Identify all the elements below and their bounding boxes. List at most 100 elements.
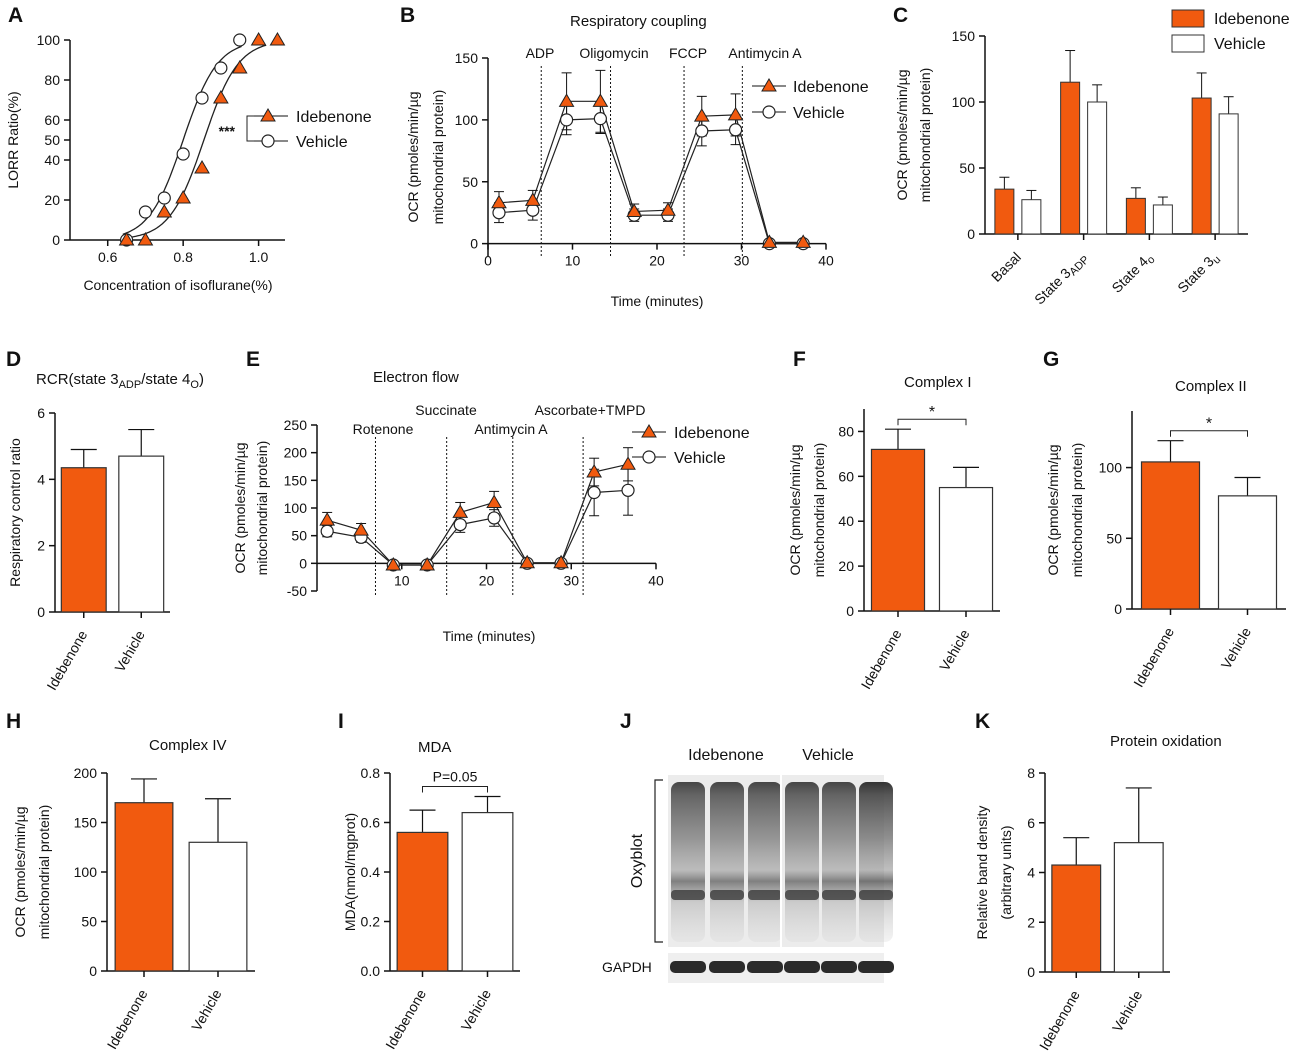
y-tick-label: 0 <box>967 226 975 242</box>
oxyblot-band <box>785 890 819 900</box>
y-tick-label: 100 <box>455 112 479 128</box>
y-axis-label: LORR Ratio(%) <box>5 91 21 188</box>
vehicle-marker <box>526 203 540 217</box>
idebenone-marker <box>156 204 173 218</box>
x-tick-label: Vehicle <box>458 986 495 1033</box>
vehicle-marker <box>487 511 501 525</box>
idebenone-marker <box>385 557 402 571</box>
legend-label: Vehicle <box>1214 36 1266 53</box>
vehicle-bar <box>1152 204 1173 235</box>
legend: Idebenone Vehicle <box>248 108 372 151</box>
x-tick-label: 40 <box>818 253 834 269</box>
y-tick-label: 100 <box>952 94 976 110</box>
panel-K: K Protein oxidation 0 2 4 6 8 Relative band den… <box>974 710 1222 1053</box>
idebenone-marker <box>592 93 609 107</box>
panel-D: D 0 2 4 6 Respiratory control ratio Idebenone V… <box>6 348 204 693</box>
significance-bracket <box>1170 430 1248 437</box>
panel-G: G Complex II 0 50 100 OCR (pmoles/min/µg mitoc… <box>1043 348 1286 690</box>
event-label: Ascorbate+TMPD <box>535 402 646 418</box>
vehicle-bar <box>1087 101 1108 235</box>
panel-label: A <box>8 4 23 27</box>
y-tick-label: 50 <box>462 174 478 190</box>
y-tick-label: 0.2 <box>361 914 381 930</box>
y-tick-label: 0.6 <box>361 815 381 831</box>
vehicle-marker <box>621 483 635 497</box>
y-tick-label: 6 <box>1027 815 1035 831</box>
significance-label: P=0.05 <box>433 769 478 785</box>
oxyblot-band <box>859 890 893 900</box>
panel-C: C 0 50 100 150 OCR (pmoles/min/µg mitochondria… <box>893 4 1290 307</box>
gapdh-band <box>821 961 857 973</box>
panel-title: Protein oxidation <box>1110 733 1222 750</box>
legend-swatch <box>1171 9 1205 28</box>
panel-J: J Idebenone Vehicle Oxyblot GAPDH <box>602 710 894 983</box>
oxyblot-lane <box>785 782 819 942</box>
y-tick-label: 100 <box>37 32 61 48</box>
event-label: FCCP <box>669 45 707 61</box>
vehicle-marker <box>453 517 467 532</box>
y-axis-label: mitochondrial protein) <box>917 68 933 203</box>
y-axis-label: mitochondrial protein) <box>36 805 52 940</box>
vehicle-series-line <box>327 489 629 566</box>
idebenone-marker <box>586 464 603 478</box>
idebenone-marker <box>626 203 643 217</box>
idebenone-marker <box>260 108 276 122</box>
idebenone-marker <box>194 160 210 174</box>
y-tick-label: 50 <box>959 160 975 176</box>
significance-label: * <box>1206 416 1212 433</box>
idebenone-marker <box>641 424 657 438</box>
x-tick-label: Idebenone <box>858 626 905 691</box>
legend-label: Idebenone <box>1214 11 1290 28</box>
y-tick-label: 2 <box>37 538 45 554</box>
x-tick-label: 30 <box>734 253 750 269</box>
idebenone-marker <box>269 32 286 46</box>
panel-label: E <box>246 348 260 371</box>
idebenone-marker <box>553 554 569 569</box>
y-tick-label: 60 <box>44 112 60 128</box>
y-axis-label: OCR (pmoles/min/µg <box>1045 445 1061 576</box>
gapdh-band <box>858 961 894 973</box>
idebenone-marker <box>137 232 154 246</box>
panel-title: Respiratory coupling <box>570 13 707 30</box>
idebenone-marker <box>558 93 575 107</box>
x-tick-label: 40 <box>648 572 664 588</box>
panel-title: Electron flow <box>373 369 459 386</box>
vehicle-bar <box>118 455 165 613</box>
y-tick-label: 0 <box>299 555 307 571</box>
y-tick-label: 150 <box>952 28 976 44</box>
idebenone-marker <box>727 106 744 121</box>
x-tick-label: Vehicle <box>111 627 148 674</box>
y-axis-label: OCR (pmoles/min/µg <box>894 70 910 201</box>
y-tick-label: 6 <box>37 405 45 421</box>
y-tick-label: 0 <box>846 603 854 619</box>
idebenone-bar <box>60 467 107 613</box>
legend-swatch <box>1171 34 1205 53</box>
y-tick-label: 2 <box>1027 914 1035 930</box>
significance-label: * <box>929 404 935 421</box>
vehicle-fit-curve <box>122 45 242 235</box>
idebenone-fit-curve <box>122 44 267 239</box>
vehicle-marker <box>728 123 743 137</box>
y-tick-label: 40 <box>838 513 854 529</box>
idebenone-marker <box>213 90 229 104</box>
oxyblot-lane <box>710 782 744 942</box>
idebenone-bar <box>114 802 174 972</box>
y-tick-label: 50 <box>81 914 97 930</box>
idebenone-bar <box>1125 197 1146 235</box>
idebenone-bar <box>1051 864 1102 973</box>
y-axis-label: (arbitrary units) <box>998 825 1014 919</box>
vehicle-marker <box>762 105 776 119</box>
panel-label: H <box>6 710 21 733</box>
y-axis-label: mitochondrial protein) <box>430 90 446 225</box>
y-tick-label: 0 <box>1114 601 1122 617</box>
gapdh-band <box>709 961 745 973</box>
panel-title: MDA <box>418 739 451 756</box>
legend: Idebenone Vehicle <box>632 424 750 467</box>
x-tick-label: 20 <box>479 572 495 588</box>
y-axis-label: mitochondrial protein) <box>254 441 270 576</box>
idebenone-marker <box>519 554 536 569</box>
oxyblot-band <box>710 890 744 900</box>
x-tick-label: Idebenone <box>43 627 90 692</box>
idebenone-marker <box>175 190 192 204</box>
idebenone-marker <box>620 456 636 470</box>
